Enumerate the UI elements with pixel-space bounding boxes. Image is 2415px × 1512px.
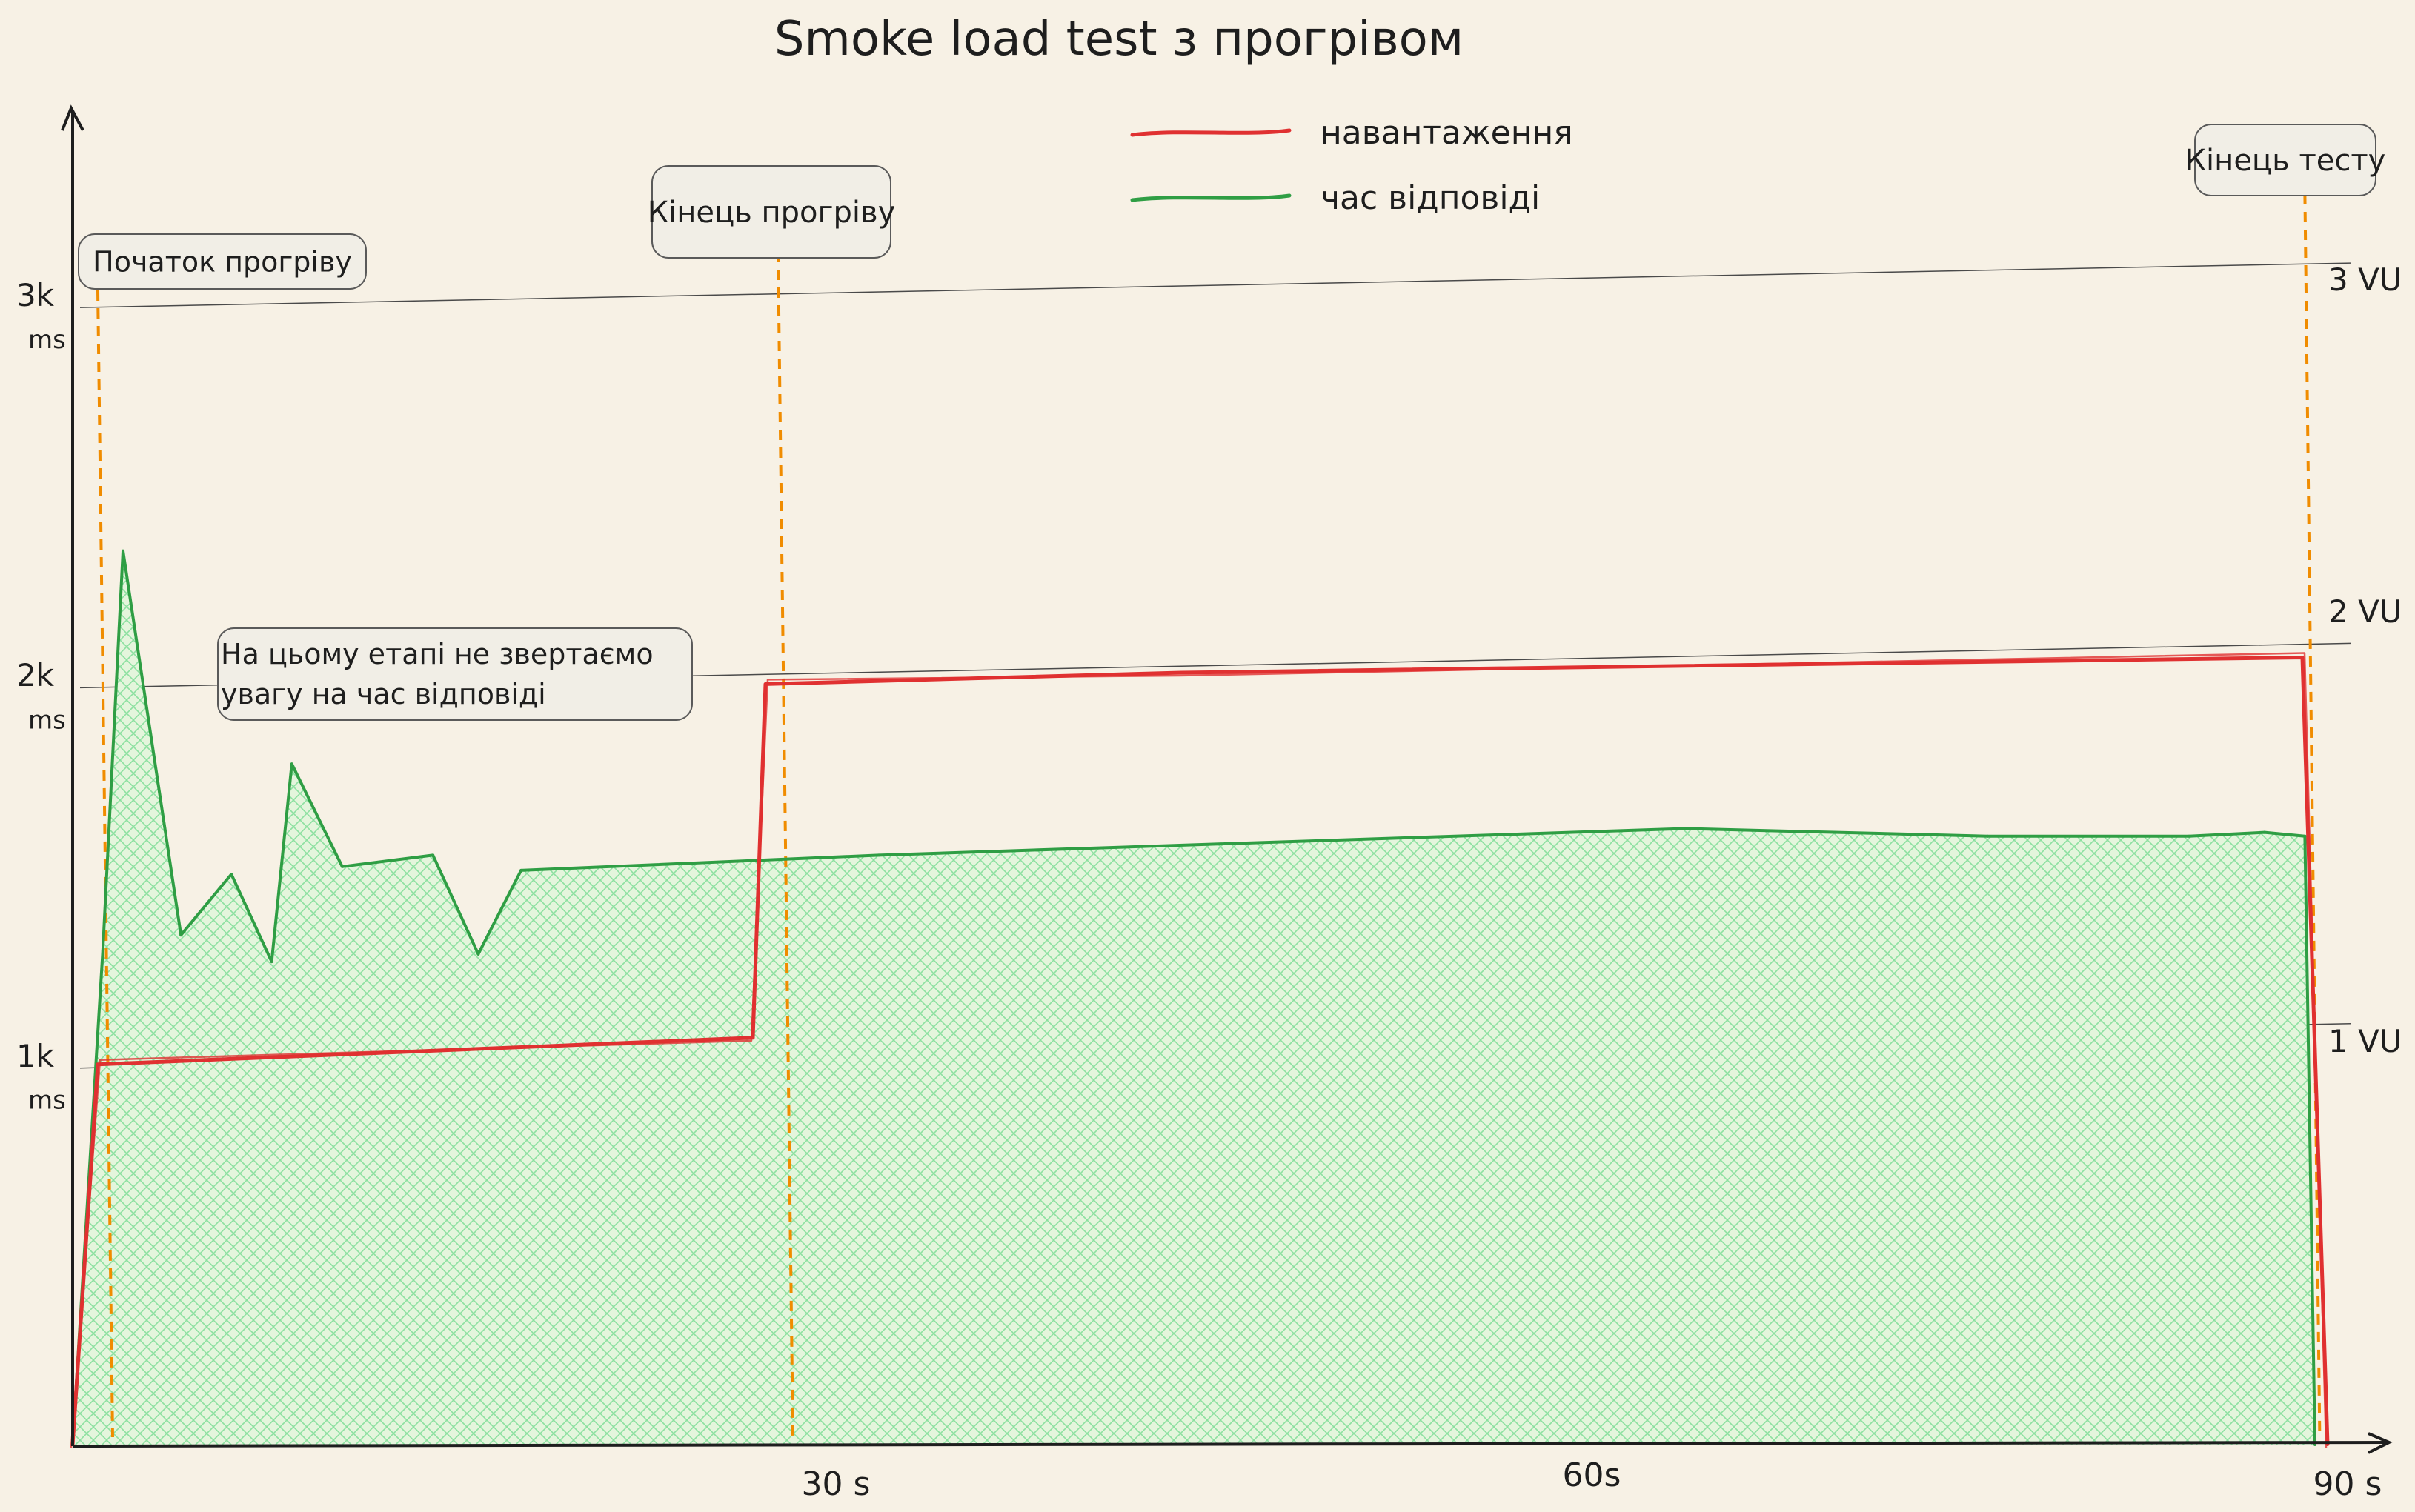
point-response-12 <box>1684 827 1687 830</box>
x-axis-arrow <box>2368 1432 2393 1454</box>
series-line-load-sketch <box>70 652 2328 1448</box>
response-time-area <box>73 550 2315 1445</box>
series-line-response-time <box>71 549 2316 1445</box>
phase-markers <box>96 193 2322 1438</box>
annotation-line-2: увагу на час відповіді <box>221 678 546 710</box>
y-right-tick-label-2: 2 VU <box>2328 593 2402 630</box>
y-left-tick-label-2k: 2k <box>16 657 55 693</box>
marker-note-box-1 <box>78 233 367 290</box>
y-right-tick-label-1: 1 VU <box>2328 1023 2402 1059</box>
chart-title: Smoke load test з прогрівом <box>774 12 1464 67</box>
point-response-5 <box>270 960 273 964</box>
y-left-tick-label-3k: 3k <box>16 277 55 313</box>
point-response-4 <box>230 873 233 876</box>
marker-note-label-3: Кінець тесту <box>2185 144 2386 178</box>
annotation-box <box>217 627 693 721</box>
point-response-9 <box>476 952 480 956</box>
point-response-11 <box>877 853 880 857</box>
point-response-14 <box>2188 834 2190 838</box>
legend-swatch-2 <box>1130 193 1292 202</box>
y-axis-arrow <box>61 104 84 131</box>
response-time-area-hatch <box>73 550 2315 1445</box>
guide-line-3k <box>79 262 2351 308</box>
point-response-6 <box>290 762 293 766</box>
y-left-tick-unit-3k: ms <box>28 325 66 355</box>
point-response-3 <box>179 933 183 937</box>
tick-labels: 30 s 60s 90 s 1k ms 2k ms 3k ms 1 VU 2 VU 3 VU <box>16 262 2402 1503</box>
marker-note-label-2: Кінець прогріву <box>648 196 896 230</box>
point-response-15 <box>2263 830 2266 834</box>
y-left-tick-label-1k: 1k <box>16 1038 55 1074</box>
legend-label-1: навантаження <box>1321 114 1573 152</box>
y-left-tick-unit-2k: ms <box>28 705 66 735</box>
x-tick-label-90: 90 s <box>2313 1465 2382 1503</box>
point-load-1 <box>96 1062 99 1066</box>
marker-line-2 <box>777 251 794 1438</box>
point-load-5 <box>2301 656 2304 659</box>
point-load-3 <box>764 682 767 686</box>
notes: Початок прогріву Кінець прогріву Кінець те… <box>78 124 2386 721</box>
marker-line-1 <box>96 290 114 1438</box>
x-axis <box>72 1441 2388 1448</box>
y-right-tick-label-3: 3 VU <box>2328 262 2402 298</box>
annotation-line-1: На цьому етапі не звертаємо <box>221 638 654 670</box>
point-load-4 <box>1180 671 1183 675</box>
point-response-2 <box>122 549 124 553</box>
legend-swatch-1 <box>1130 128 1292 137</box>
point-response-16 <box>2303 834 2307 838</box>
point-response-7 <box>340 865 344 868</box>
y-left-tick-unit-1k: ms <box>28 1086 66 1116</box>
x-tick-label-30: 30 s <box>802 1465 871 1503</box>
point-response-13 <box>1986 834 1989 838</box>
point-load-2 <box>751 1036 754 1039</box>
marker-note-label-1: Початок прогріву <box>93 245 352 278</box>
legend: навантаження час відповіді <box>1130 114 1573 217</box>
point-response-1 <box>101 948 104 952</box>
point-response-8 <box>431 853 435 857</box>
point-response-10 <box>519 868 523 872</box>
marker-note-box-2 <box>651 165 891 259</box>
series-lines <box>70 549 2330 1448</box>
x-tick-label-60: 60s <box>1563 1456 1621 1494</box>
legend-label-2: час відповіді <box>1321 179 1540 217</box>
marker-line-3 <box>2303 193 2322 1438</box>
marker-note-box-3 <box>2194 124 2376 196</box>
axes <box>61 104 2393 1454</box>
